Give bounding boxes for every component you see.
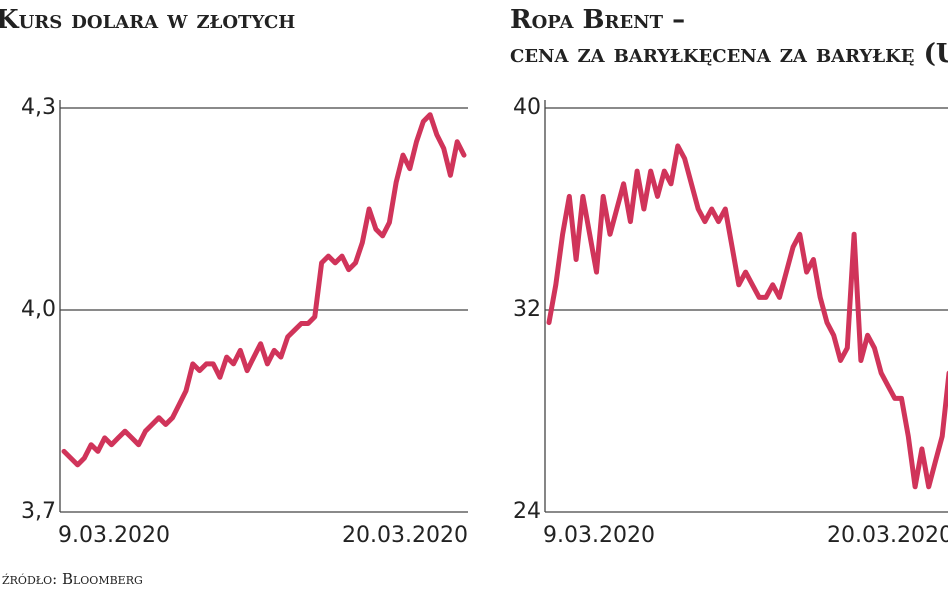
- chart-title-text: cena za baryłkę: [712, 39, 914, 69]
- x-tick-label: 9.03.2020: [58, 523, 170, 548]
- y-tick-label: 40: [513, 95, 541, 120]
- y-tick-label: 4,3: [21, 95, 56, 120]
- y-tick-label: 3,7: [21, 499, 56, 524]
- data-line: [546, 143, 948, 490]
- y-tick-label: 4,0: [21, 297, 56, 322]
- x-tick-label: 20.03.2020: [827, 523, 948, 548]
- y-tick-label: 24: [513, 499, 541, 524]
- chart-title: Kurs dolara w złotych: [0, 5, 295, 35]
- y-tick-label: 32: [513, 297, 541, 322]
- chart-title: Ropa Brent –: [510, 5, 685, 35]
- x-tick-label: 9.03.2020: [543, 523, 655, 548]
- data-line: [61, 112, 467, 468]
- x-tick-label: 20.03.2020: [342, 523, 468, 548]
- chart-subtitle: (USD): [924, 39, 948, 69]
- chart-title: cena za baryłkęcena za baryłkę (USD): [510, 39, 948, 69]
- source: źródło: Bloomberg: [2, 570, 143, 588]
